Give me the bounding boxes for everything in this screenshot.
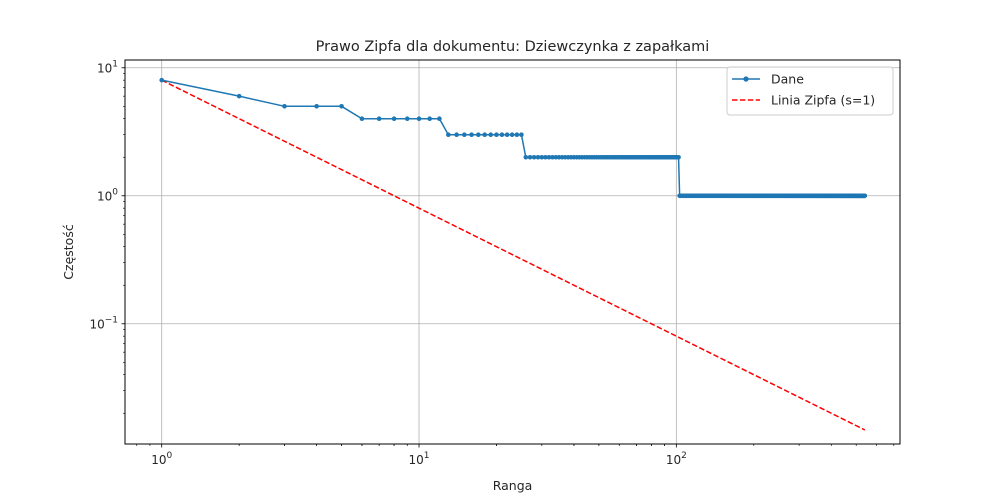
data-point xyxy=(391,116,397,122)
data-point xyxy=(416,116,422,122)
data-point xyxy=(437,116,442,122)
x-tick-label: 100 xyxy=(151,451,172,467)
data-point xyxy=(519,132,524,137)
data-point xyxy=(543,154,548,160)
legend: Dane Linia Zipfa (s=1) xyxy=(726,66,894,116)
y-tick-label: 101 xyxy=(97,59,118,75)
data-point xyxy=(314,104,319,109)
y-tick-label: 100 xyxy=(97,187,118,203)
data-point xyxy=(499,132,505,137)
data-point xyxy=(482,132,488,137)
data-point xyxy=(476,132,481,137)
data-point xyxy=(535,154,541,160)
legend-label-dane: Dane xyxy=(771,72,804,87)
x-axis-label: Ranga xyxy=(493,478,533,493)
data-point xyxy=(446,132,451,137)
data-point xyxy=(546,154,552,160)
data-point xyxy=(862,193,868,199)
data-point xyxy=(514,132,520,137)
data-point xyxy=(553,154,559,160)
data-point xyxy=(159,77,165,83)
data-point xyxy=(359,116,365,122)
data-point xyxy=(469,132,474,137)
legend-box xyxy=(726,66,894,116)
chart-title: Prawo Zipfa dla dokumentu: Dziewczynka z… xyxy=(316,39,710,55)
data-point xyxy=(236,93,242,99)
data-point xyxy=(462,132,467,137)
data-point xyxy=(523,154,529,160)
data-point xyxy=(504,132,510,137)
plot-area-frame xyxy=(124,59,901,445)
plot-series xyxy=(159,77,868,431)
legend-marker-dane xyxy=(743,76,749,82)
data-point xyxy=(676,154,681,160)
data-point xyxy=(531,154,537,160)
x-tick-label: 102 xyxy=(666,451,687,467)
zipf-line xyxy=(161,79,866,431)
axis-ticks: 100 101 102 101 100 10−1 xyxy=(89,59,895,467)
data-point xyxy=(404,116,410,122)
data-point xyxy=(556,154,562,160)
grid xyxy=(125,60,900,444)
data-point xyxy=(454,132,459,137)
data-point xyxy=(494,132,499,137)
x-tick-label: 101 xyxy=(409,451,430,467)
y-axis-label: Częstość xyxy=(61,224,76,280)
data-point xyxy=(427,116,432,122)
data-point xyxy=(527,154,533,160)
data-point xyxy=(339,104,344,109)
data-point xyxy=(550,154,555,160)
data-point xyxy=(376,116,382,122)
data-point xyxy=(282,104,287,109)
data-point xyxy=(539,154,545,160)
y-tick-label: 10−1 xyxy=(89,315,118,331)
data-point xyxy=(509,132,515,137)
data-point xyxy=(488,132,494,137)
legend-label-zipf: Linia Zipfa (s=1) xyxy=(771,93,875,108)
